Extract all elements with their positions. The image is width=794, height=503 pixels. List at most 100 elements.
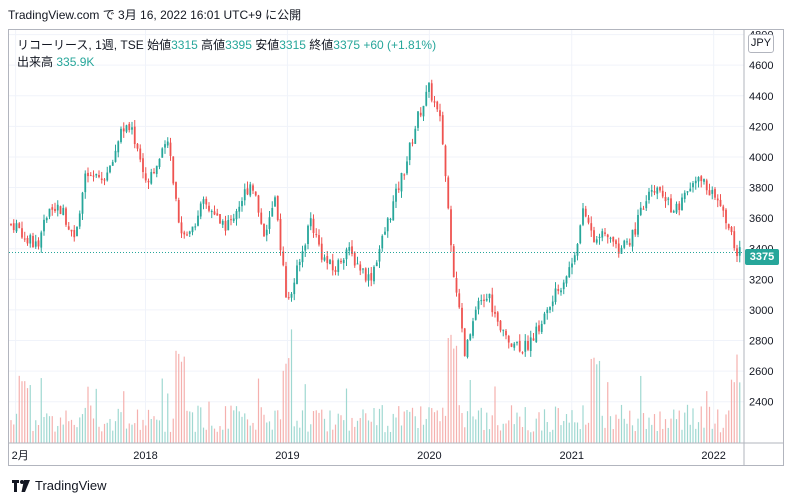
candle-body bbox=[161, 148, 164, 158]
candle-body bbox=[543, 313, 546, 325]
candle-body bbox=[268, 217, 271, 229]
volume-bar bbox=[664, 419, 667, 443]
volume-bar bbox=[695, 428, 697, 443]
price-chart[interactable]: 2400260028003000320034003600380040004200… bbox=[9, 30, 784, 465]
volume-bar bbox=[378, 408, 381, 443]
candle-body bbox=[243, 189, 246, 201]
y-tick-label: 2800 bbox=[749, 336, 773, 348]
volume-bar bbox=[213, 428, 216, 443]
volume-bar bbox=[304, 384, 306, 443]
candle-body bbox=[463, 328, 466, 356]
candle-body bbox=[590, 223, 593, 231]
volume-legend: 出来高 335.9K bbox=[17, 53, 94, 70]
open-label: 始値 bbox=[147, 38, 172, 52]
y-axis[interactable]: 2400260028003000320034003600380040004200… bbox=[749, 30, 773, 409]
volume-bar bbox=[282, 370, 284, 443]
volume-bar bbox=[332, 429, 334, 443]
y-tick-label: 3600 bbox=[749, 213, 773, 225]
candle-body bbox=[65, 208, 67, 225]
volume-bar bbox=[469, 380, 471, 443]
y-tick-label: 3200 bbox=[749, 274, 773, 286]
candle-body bbox=[279, 219, 282, 251]
volume-bar bbox=[733, 382, 735, 443]
candle-body bbox=[166, 141, 169, 146]
currency-button[interactable]: JPY bbox=[748, 34, 774, 53]
candle-body bbox=[56, 204, 59, 211]
candle-body bbox=[406, 161, 408, 174]
candle-body bbox=[461, 307, 463, 329]
volume-bar bbox=[508, 420, 510, 443]
volume-bar bbox=[717, 409, 719, 443]
candle-body bbox=[436, 101, 439, 110]
volume-bar bbox=[158, 420, 161, 443]
volume-bar bbox=[535, 418, 537, 443]
candle-body bbox=[238, 206, 241, 212]
volume-bar bbox=[189, 411, 191, 443]
candle-body bbox=[186, 234, 188, 236]
volume-bar bbox=[395, 417, 397, 443]
candle-body bbox=[692, 183, 694, 188]
candle-body bbox=[428, 82, 430, 92]
candle-body bbox=[612, 236, 615, 242]
x-tick-label: 2月 bbox=[12, 450, 29, 462]
volume-bar bbox=[609, 416, 612, 443]
volume-bar bbox=[48, 416, 51, 443]
volume-bar bbox=[684, 412, 686, 443]
volume-bar bbox=[139, 429, 141, 443]
volume-bar bbox=[351, 417, 353, 443]
volume-bar bbox=[191, 412, 194, 443]
candle-body bbox=[705, 180, 708, 191]
volume-bar bbox=[521, 427, 524, 443]
volume-bar bbox=[458, 405, 460, 443]
volume-bar bbox=[527, 430, 529, 443]
candle-body bbox=[447, 177, 450, 209]
candle-body bbox=[309, 218, 312, 227]
low-label: 安値 bbox=[255, 38, 280, 52]
candle-body bbox=[458, 293, 461, 308]
candle-body bbox=[111, 162, 114, 166]
candle-body bbox=[169, 142, 172, 156]
volume-bar bbox=[532, 431, 535, 443]
candle-body bbox=[136, 143, 139, 149]
candle-body bbox=[95, 173, 98, 176]
candle-body bbox=[452, 246, 455, 278]
candle-body bbox=[117, 141, 120, 153]
volume-bar bbox=[230, 405, 232, 443]
volume-bar bbox=[662, 428, 664, 443]
volume-bar bbox=[59, 417, 62, 443]
candle-body bbox=[100, 178, 103, 181]
candle-body bbox=[318, 235, 320, 245]
candle-body bbox=[199, 203, 202, 217]
volume-bar bbox=[142, 419, 144, 443]
volume-bar bbox=[73, 424, 75, 443]
volume-bar bbox=[706, 391, 708, 443]
candle-body bbox=[466, 339, 469, 358]
volume-bar bbox=[123, 391, 125, 443]
candle-body bbox=[502, 329, 505, 331]
volume-bar bbox=[334, 424, 337, 443]
footer-branding[interactable]: TradingView bbox=[12, 478, 107, 493]
candle-body bbox=[488, 293, 491, 299]
candle-body bbox=[535, 326, 538, 342]
y-tick-label: 4400 bbox=[749, 91, 773, 103]
candle-body bbox=[373, 266, 375, 282]
candle-body bbox=[155, 165, 158, 174]
tradingview-logo-icon bbox=[12, 479, 30, 492]
volume-bar bbox=[211, 425, 213, 443]
candle-body bbox=[469, 334, 472, 340]
volume-bar bbox=[81, 414, 84, 443]
candle-body bbox=[87, 172, 89, 177]
volume-bar bbox=[389, 431, 392, 443]
candle-body bbox=[271, 207, 274, 217]
candle-body bbox=[18, 223, 21, 229]
volume-bar bbox=[549, 431, 551, 443]
candle-body bbox=[686, 191, 689, 193]
volume-bar bbox=[381, 405, 383, 443]
candle-body bbox=[551, 301, 554, 307]
candle-body bbox=[375, 262, 378, 267]
candle-body bbox=[499, 320, 502, 331]
volume-bar bbox=[719, 432, 722, 443]
volume-bar bbox=[277, 410, 279, 443]
x-axis[interactable]: 2月 2018 2019 2020 2021 2022 bbox=[12, 450, 726, 462]
volume-bar bbox=[29, 385, 31, 443]
